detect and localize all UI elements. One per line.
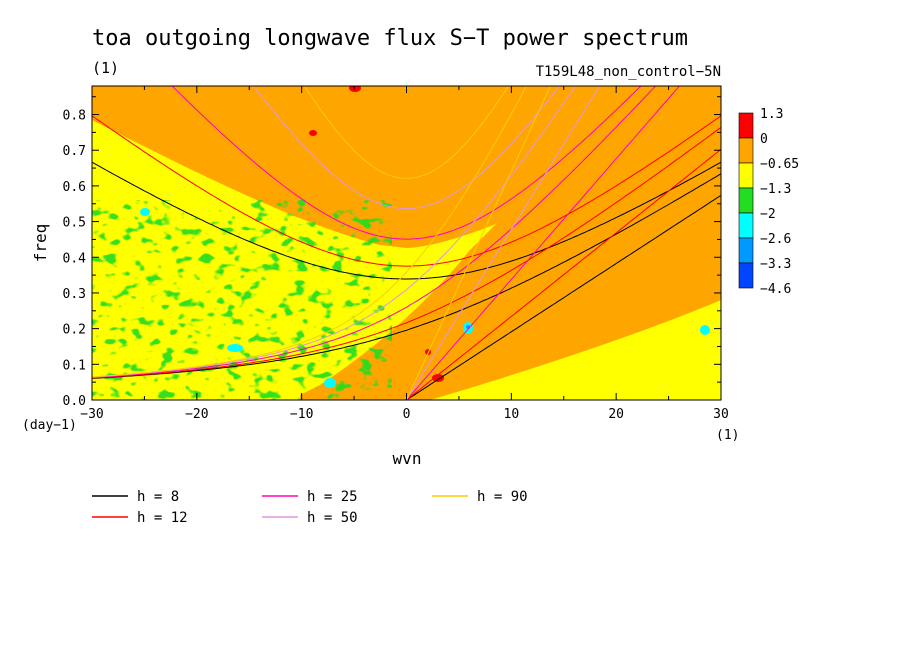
dispersion-curve-h8-mrg [92,173,721,379]
y-axis-label: freq [31,224,50,263]
red-speck [309,130,317,136]
dispersion-curve-h90-kelvin [406,86,551,400]
y-tick-label: 0.7 [63,144,86,159]
dispersion-curve-h90-mrg [92,86,528,378]
x-tick-label: −10 [290,407,313,422]
colorbar-swatch [738,262,754,289]
colorbar-label: 1.3 [760,107,783,122]
legend-item: h = 25 [262,489,358,505]
cyan-spot [700,325,710,335]
dispersion-curve-h50-ig1 [252,86,561,210]
legend-label: h = 90 [477,489,528,505]
colorbar-label: −0.65 [760,157,799,172]
colorbar-swatch [738,137,754,164]
dispersion-curve-h12-kelvin [406,148,721,400]
colorbar: 1.3 0 −0.65 −1.3 −2 −2.6 −3.3 −4.6 [738,107,799,297]
chart-subtitle: T159L48_non_control−5N [536,64,721,80]
x-tick-label: 10 [504,407,520,422]
y-tick-label: 0.5 [63,216,86,231]
dispersion-curve-h12-mrg [92,126,721,379]
chart-title: toa outgoing longwave flux S−T power spe… [92,26,688,51]
colorbar-swatch [738,212,754,239]
dispersion-curve-h8-kelvin [406,194,721,400]
dispersion-curve-h12-ig1 [92,115,721,267]
dispersion-curve-h50-mrg [92,86,577,378]
legend-label: h = 12 [137,510,188,526]
y-tick-label: 0.4 [63,251,87,266]
cyan-spot [140,208,150,216]
colorbar-label: −1.3 [760,182,791,197]
legend: h = 8 h = 12 h = 25 h = 50 h = 90 [92,489,528,526]
x-tick-label: −30 [80,407,103,422]
orange-kelvin-region [300,86,721,400]
y-tick-label: 0.6 [63,180,86,195]
curve-group-h50 [92,86,601,400]
curve-group-h25 [92,86,681,400]
colorbar-swatch [738,187,754,214]
dispersion-curves [92,86,721,400]
colorbar-label: −4.6 [760,282,791,297]
colorbar-swatch [738,162,754,189]
legend-label: h = 25 [307,489,358,505]
x-axis: −30 −20 −10 0 10 20 30 [80,86,729,422]
dispersion-curve-h25-ig1 [171,86,642,240]
y-axis: 0.0 0.1 0.2 0.3 0.4 0.5 0.6 0.7 0.8 [63,96,721,409]
red-speck [432,374,444,382]
y-tick-label: 0.0 [63,394,86,409]
cyan-spot [324,378,336,388]
red-speck [349,86,361,92]
legend-item: h = 8 [92,489,179,505]
title-unit: (1) [92,59,119,77]
orange-upper-region [92,86,721,248]
colorbar-swatch [738,237,754,264]
y-unit-label: (day−1) [22,418,77,433]
dispersion-curve-h8-ig1 [92,161,721,280]
legend-item: h = 12 [92,510,188,526]
curve-group-h12 [92,115,721,400]
cyan-spot [227,344,243,352]
dispersion-curve-h25-kelvin [406,86,681,400]
dispersion-curve-h25-mrg [92,86,657,378]
x-unit-label: (1) [716,428,739,443]
y-tick-label: 0.1 [63,358,86,373]
dispersion-curve-h90-ig1 [304,86,509,179]
curve-group-h8 [92,161,721,400]
colorbar-label: −3.3 [760,257,791,272]
legend-label: h = 50 [307,510,358,526]
legend-label: h = 8 [137,489,179,505]
legend-item: h = 90 [432,489,528,505]
x-tick-label: 0 [403,407,411,422]
plot-area [92,86,721,400]
colorbar-label: −2 [760,207,776,222]
colorbar-label: −2.6 [760,232,791,247]
heatmap-field [92,86,721,400]
x-tick-label: 20 [608,407,624,422]
x-tick-label: −20 [185,407,208,422]
dispersion-curve-h50-kelvin [406,86,601,400]
legend-item: h = 50 [262,510,358,526]
x-tick-label: 30 [713,407,729,422]
curve-group-h90 [92,86,551,400]
blue-spots [140,86,710,388]
y-tick-label: 0.8 [63,109,86,124]
y-tick-label: 0.2 [63,323,86,338]
x-axis-label: wvn [393,449,422,468]
colorbar-label: 0 [760,132,768,147]
y-tick-label: 0.3 [63,287,86,302]
colorbar-swatch [738,112,754,139]
low-power-blotches [92,200,392,400]
